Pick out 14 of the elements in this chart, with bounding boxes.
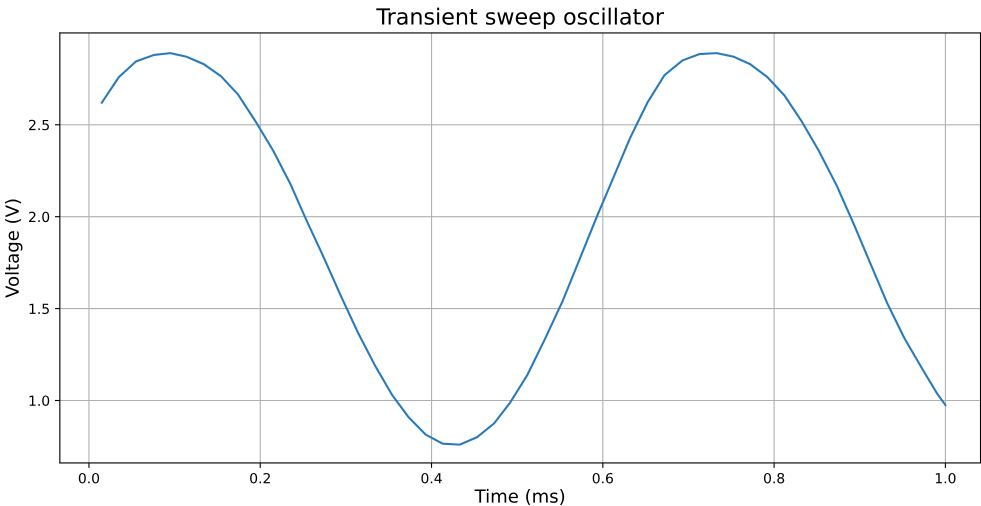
x-tick-label: 0.0 [78, 472, 100, 484]
x-tick-label: 0.8 [764, 472, 784, 484]
x-tick-label: 0.4 [421, 472, 442, 484]
y-tick-label: 1.5 [30, 304, 49, 314]
x-tick-label: 0.6 [592, 472, 613, 484]
line-series [100, 52, 946, 446]
y-axis-title: Voltage (V) [5, 200, 22, 298]
x-axis-title: Time (ms) [474, 488, 564, 506]
chart-title: Transient sweep oscillator [376, 8, 664, 30]
y-tick-label: 2.5 [29, 120, 49, 130]
y-tick-label: 1.0 [30, 395, 50, 406]
x-tick-label: 1.0 [936, 472, 956, 484]
y-tick-label: 2.0 [29, 212, 50, 222]
x-tick-label: 0.2 [250, 472, 270, 484]
